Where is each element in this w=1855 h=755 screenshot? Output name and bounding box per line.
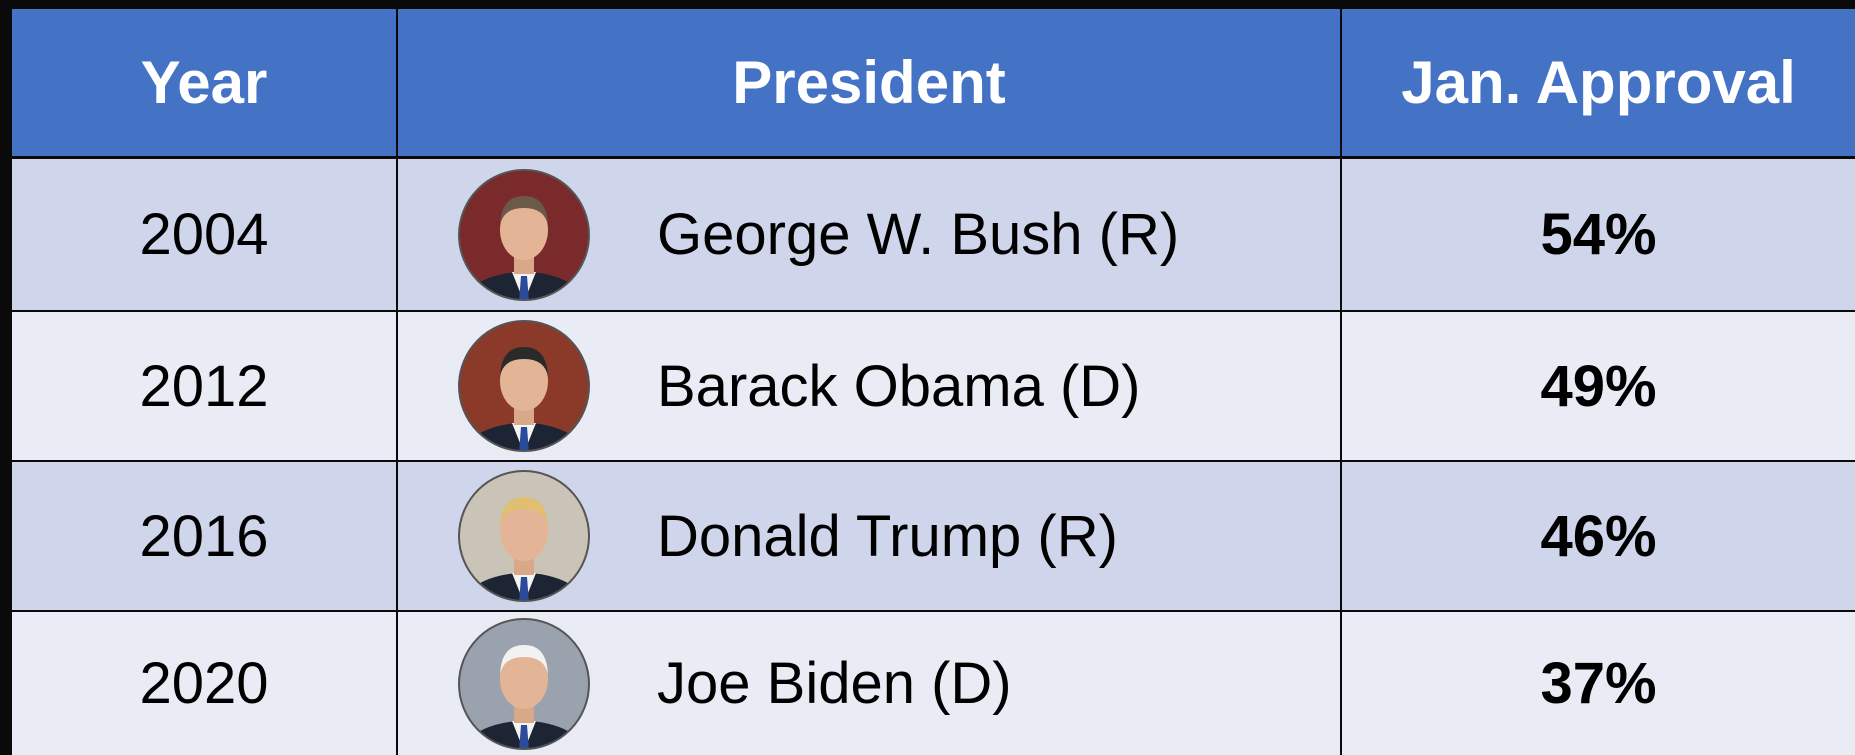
face: [500, 648, 548, 709]
hair: [500, 644, 548, 675]
year-cell: 2020: [12, 612, 396, 755]
cell-text: 2012: [139, 353, 269, 419]
cell-text: 2020: [139, 651, 269, 716]
cell-text: Year: [140, 49, 268, 116]
portrait-group: [459, 321, 589, 451]
header-cell: Year: [12, 9, 396, 156]
year-cell: 2012: [12, 312, 396, 460]
cell-text: Joe Biden (D): [657, 651, 1012, 716]
year-cell: 2016: [12, 462, 396, 610]
portrait: [458, 320, 590, 452]
face: [500, 351, 548, 411]
portrait-border: [458, 320, 590, 452]
cell-text: Barack Obama (D): [657, 353, 1141, 419]
approval-cell: 46%: [1342, 462, 1855, 610]
hair: [500, 347, 548, 377]
approval-cell: 54%: [1342, 159, 1855, 310]
tie: [519, 275, 529, 300]
header-cell: President: [398, 9, 1340, 156]
approval-cell: 37%: [1342, 612, 1855, 755]
portrait: [458, 617, 590, 750]
portrait: [458, 470, 590, 602]
face: [500, 501, 548, 561]
cell-text: 2016: [139, 503, 269, 569]
year-cell: 2004: [12, 159, 396, 310]
cell-text: 46%: [1540, 503, 1657, 569]
face: [500, 199, 548, 260]
suit: [462, 423, 586, 451]
cell-text: Jan. Approval: [1401, 49, 1796, 116]
tie: [519, 724, 529, 749]
portrait-group: [459, 471, 589, 601]
suit: [462, 573, 586, 601]
cell-text: 54%: [1540, 202, 1657, 267]
cell-text: 49%: [1540, 353, 1657, 419]
portrait-border: [458, 617, 590, 750]
cell-text: President: [732, 49, 1006, 116]
suit: [462, 720, 586, 749]
hair: [500, 497, 548, 527]
portrait-group: [459, 618, 589, 749]
header-cell: Jan. Approval: [1342, 9, 1855, 156]
approval-cell: 49%: [1342, 312, 1855, 460]
portrait-group: [459, 169, 589, 300]
cell-text: George W. Bush (R): [657, 202, 1180, 267]
suit: [462, 271, 586, 300]
cell-text: 37%: [1540, 651, 1657, 716]
tie: [519, 427, 529, 451]
portrait-border: [458, 168, 590, 301]
portrait: [458, 168, 590, 301]
portrait-border: [458, 470, 590, 602]
cell-text: 2004: [139, 202, 269, 267]
cell-text: Donald Trump (R): [657, 503, 1118, 569]
tie: [519, 577, 529, 601]
hair: [500, 195, 548, 226]
